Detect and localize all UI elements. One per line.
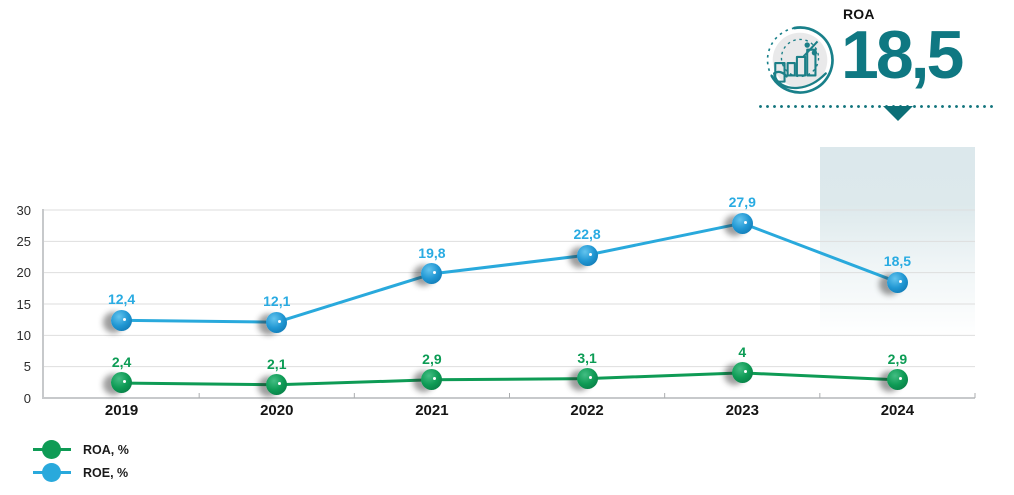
data-point-label: 4 bbox=[738, 343, 747, 360]
x-axis-label: 2020 bbox=[260, 402, 294, 419]
data-point bbox=[731, 362, 753, 384]
x-axis-label: 2022 bbox=[570, 402, 604, 419]
x-axis-label: 2023 bbox=[725, 402, 759, 419]
roa-series-marker-icon bbox=[33, 440, 71, 459]
data-point-label: 2,1 bbox=[267, 355, 287, 372]
y-axis-tick-label: 0 bbox=[23, 390, 31, 406]
legend-item-roe: ROE, % bbox=[33, 461, 129, 484]
data-point-label: 18,5 bbox=[883, 253, 912, 270]
y-axis-tick-label: 10 bbox=[16, 327, 31, 343]
data-point bbox=[576, 368, 598, 390]
hand-icon bbox=[773, 70, 827, 90]
x-axis-label: 2024 bbox=[880, 402, 915, 419]
legend-item-roa: ROA, % bbox=[33, 438, 129, 461]
hand-bar-chart-percent-icon bbox=[766, 26, 834, 94]
data-point-label: 27,9 bbox=[728, 194, 756, 211]
data-point bbox=[111, 372, 133, 394]
kpi-value: 18,5 bbox=[841, 17, 964, 93]
data-point-label: 19,8 bbox=[418, 244, 446, 261]
data-point-label: 12,4 bbox=[107, 291, 136, 308]
dotted-separator bbox=[757, 105, 995, 108]
percent-icon bbox=[802, 40, 819, 58]
data-point bbox=[886, 369, 908, 391]
data-point-label: 22,8 bbox=[573, 226, 601, 243]
series-line-0 bbox=[121, 371, 898, 387]
y-axis-tick-label: 25 bbox=[16, 233, 31, 249]
data-point-label: 3,1 bbox=[577, 349, 597, 366]
data-point bbox=[731, 212, 753, 234]
x-axis-label: 2021 bbox=[415, 402, 449, 419]
roe-series-marker-icon bbox=[33, 463, 71, 482]
data-point bbox=[266, 311, 288, 333]
y-axis-tick-label: 5 bbox=[23, 359, 31, 375]
series-line-1 bbox=[121, 221, 898, 324]
data-point bbox=[886, 271, 908, 293]
legend-label: ROA, % bbox=[83, 442, 129, 457]
data-point-label: 2,4 bbox=[111, 353, 132, 370]
data-point-label: 2,9 bbox=[887, 350, 908, 367]
forecast-highlight-band bbox=[819, 147, 975, 339]
data-point bbox=[576, 244, 598, 266]
data-point-label: 2,9 bbox=[422, 350, 442, 367]
data-point bbox=[111, 309, 133, 331]
y-axis-tick-label: 30 bbox=[16, 202, 31, 218]
kpi-title: ROA bbox=[843, 6, 875, 22]
legend: ROA, % ROE, % bbox=[33, 438, 129, 484]
down-triangle-icon bbox=[883, 106, 913, 121]
x-axis-label: 2019 bbox=[104, 402, 139, 419]
data-point bbox=[421, 369, 443, 391]
data-point bbox=[421, 263, 443, 285]
y-axis-tick-label: 20 bbox=[16, 265, 31, 281]
data-point bbox=[266, 374, 288, 396]
y-axis-tick-label: 15 bbox=[16, 296, 31, 312]
data-point-label: 12,1 bbox=[263, 293, 291, 310]
legend-label: ROE, % bbox=[83, 465, 129, 480]
kpi-callout: ROA 18,5 bbox=[0, 0, 1014, 130]
